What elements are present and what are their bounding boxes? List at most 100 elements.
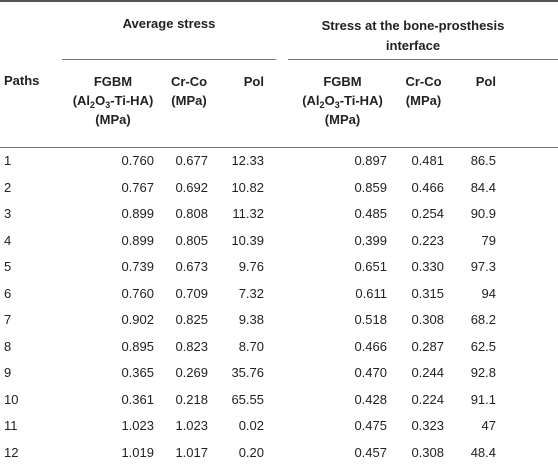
group-header-average-stress: Average stress [62, 0, 276, 60]
cell-int-fgbm: 0.485 [354, 206, 387, 222]
cell-int-crco: 0.287 [411, 338, 444, 354]
cell-avg-fgbm: 0.899 [121, 206, 154, 222]
column-header-int-pol: Pol [450, 59, 498, 148]
cell-avg-crco: 0.218 [175, 391, 208, 407]
cell-int-pol: 48.4 [470, 444, 496, 460]
cell-path: 4 [4, 232, 12, 248]
cell-int-fgbm: 0.466 [354, 338, 387, 354]
table-row: 3 0.899 0.808 11.32 0.485 0.254 90.9 [0, 201, 558, 228]
cell-path: 7 [4, 312, 12, 328]
cell-avg-pol: 8.70 [238, 338, 264, 354]
cell-int-fgbm: 0.651 [354, 259, 387, 275]
cell-int-crco: 0.481 [411, 153, 444, 169]
table-row: 11 1.023 1.023 0.02 0.475 0.323 47 [0, 413, 558, 440]
column-header-paths: Paths [0, 59, 62, 148]
cell-path: 11 [4, 418, 18, 434]
table-row: 10 0.361 0.218 65.55 0.428 0.224 91.1 [0, 386, 558, 413]
cell-int-pol: 62.5 [470, 338, 496, 354]
cell-avg-fgbm: 0.739 [121, 259, 154, 275]
cell-avg-pol: 9.76 [238, 259, 264, 275]
cell-avg-pol: 0.02 [238, 418, 264, 434]
fgbm-formula: (Al2O3-Ti-HA) [72, 92, 154, 110]
cell-avg-fgbm: 0.895 [121, 338, 154, 354]
cell-path: 8 [4, 338, 12, 354]
table-row: 6 0.760 0.709 7.32 0.611 0.315 94 [0, 280, 558, 307]
cell-path: 12 [4, 444, 19, 460]
cell-avg-crco: 1.017 [175, 444, 208, 460]
cell-avg-crco: 0.805 [175, 232, 208, 248]
cell-avg-fgbm: 0.365 [121, 365, 154, 381]
column-header-avg-fgbm: FGBM (Al2O3-Ti-HA) (MPa) [62, 59, 164, 148]
cell-path: 5 [4, 259, 12, 275]
cell-avg-pol: 10.39 [231, 232, 264, 248]
column-header-int-fgbm: FGBM (Al2O3-Ti-HA) (MPa) [288, 59, 397, 148]
cell-int-pol: 79 [481, 232, 496, 248]
cell-avg-crco: 0.269 [175, 365, 208, 381]
cell-int-pol: 86.5 [470, 153, 496, 169]
cell-int-crco: 0.254 [411, 206, 444, 222]
cell-int-fgbm: 0.475 [354, 418, 387, 434]
table-row: 8 0.895 0.823 8.70 0.466 0.287 62.5 [0, 333, 558, 360]
table-row: 4 0.899 0.805 10.39 0.399 0.223 79 [0, 227, 558, 254]
cell-int-crco: 0.224 [411, 391, 444, 407]
cell-avg-pol: 7.32 [238, 285, 264, 301]
cell-int-pol: 84.4 [470, 179, 496, 195]
header-gap [276, 59, 288, 148]
cell-avg-fgbm: 0.899 [121, 232, 154, 248]
cell-avg-pol: 11.32 [232, 206, 264, 222]
blank-header-cell [0, 0, 62, 59]
cell-int-fgbm: 0.457 [354, 444, 387, 460]
table-row: 2 0.767 0.692 10.82 0.859 0.466 84.4 [0, 174, 558, 201]
cell-int-fgbm: 0.611 [355, 285, 387, 301]
cell-int-crco: 0.330 [411, 259, 444, 275]
cell-avg-crco: 1.023 [175, 418, 208, 434]
cell-path: 1 [4, 153, 12, 169]
cell-int-crco: 0.223 [411, 232, 444, 248]
cell-int-crco: 0.308 [411, 312, 444, 328]
cell-path: 6 [4, 285, 12, 301]
cell-avg-crco: 0.709 [175, 285, 208, 301]
cell-path: 9 [4, 365, 12, 381]
cell-avg-crco: 0.692 [175, 179, 208, 195]
cell-int-fgbm: 0.399 [354, 232, 387, 248]
cell-int-crco: 0.323 [411, 418, 444, 434]
table-row: 1 0.760 0.677 12.33 0.897 0.481 86.5 [0, 147, 558, 174]
cell-int-crco: 0.466 [411, 179, 444, 195]
cell-avg-pol: 9.38 [238, 312, 264, 328]
cell-path: 10 [4, 391, 19, 407]
cell-avg-fgbm: 0.361 [121, 391, 154, 407]
cell-int-pol: 47 [481, 418, 496, 434]
table-row: 9 0.365 0.269 35.76 0.470 0.244 92.8 [0, 360, 558, 387]
cell-int-fgbm: 0.428 [354, 391, 387, 407]
cell-int-crco: 0.244 [411, 365, 444, 381]
group-header-interface-stress: Stress at the bone-prosthesis interface [288, 0, 558, 60]
table-row: 5 0.739 0.673 9.76 0.651 0.330 97.3 [0, 254, 558, 281]
cell-avg-crco: 0.823 [175, 338, 208, 354]
cell-int-pol: 97.3 [470, 259, 496, 275]
group-gap [276, 0, 288, 59]
fgbm-label: FGBM [93, 73, 133, 89]
cell-path: 3 [4, 206, 12, 222]
cell-avg-pol: 35.76 [231, 365, 264, 381]
cell-int-pol: 91.1 [470, 391, 496, 407]
cell-avg-crco: 0.677 [175, 153, 208, 169]
table-row: 12 1.019 1.017 0.20 0.457 0.308 48.4 [0, 439, 558, 466]
cell-int-pol: 94 [481, 285, 496, 301]
cell-int-fgbm: 0.897 [354, 153, 387, 169]
table-body: 1 0.760 0.677 12.33 0.897 0.481 86.5 2 0.767 0.69… [0, 147, 558, 466]
fgbm-unit: (MPa) [95, 111, 131, 127]
cell-avg-pol: 10.82 [231, 179, 264, 195]
cell-avg-crco: 0.825 [175, 312, 208, 328]
cell-int-crco: 0.308 [411, 444, 444, 460]
cell-int-fgbm: 0.859 [354, 179, 387, 195]
cell-avg-fgbm: 0.760 [121, 153, 154, 169]
cell-avg-fgbm: 1.023 [121, 418, 154, 434]
column-header-int-crco: Cr-Co (MPa) [397, 59, 450, 148]
cell-int-fgbm: 0.470 [354, 365, 387, 381]
cell-int-pol: 90.9 [470, 206, 496, 222]
cell-int-fgbm: 0.518 [354, 312, 387, 328]
cell-path: 2 [4, 179, 12, 195]
cell-avg-fgbm: 1.019 [121, 444, 154, 460]
cell-avg-pol: 12.33 [231, 153, 264, 169]
